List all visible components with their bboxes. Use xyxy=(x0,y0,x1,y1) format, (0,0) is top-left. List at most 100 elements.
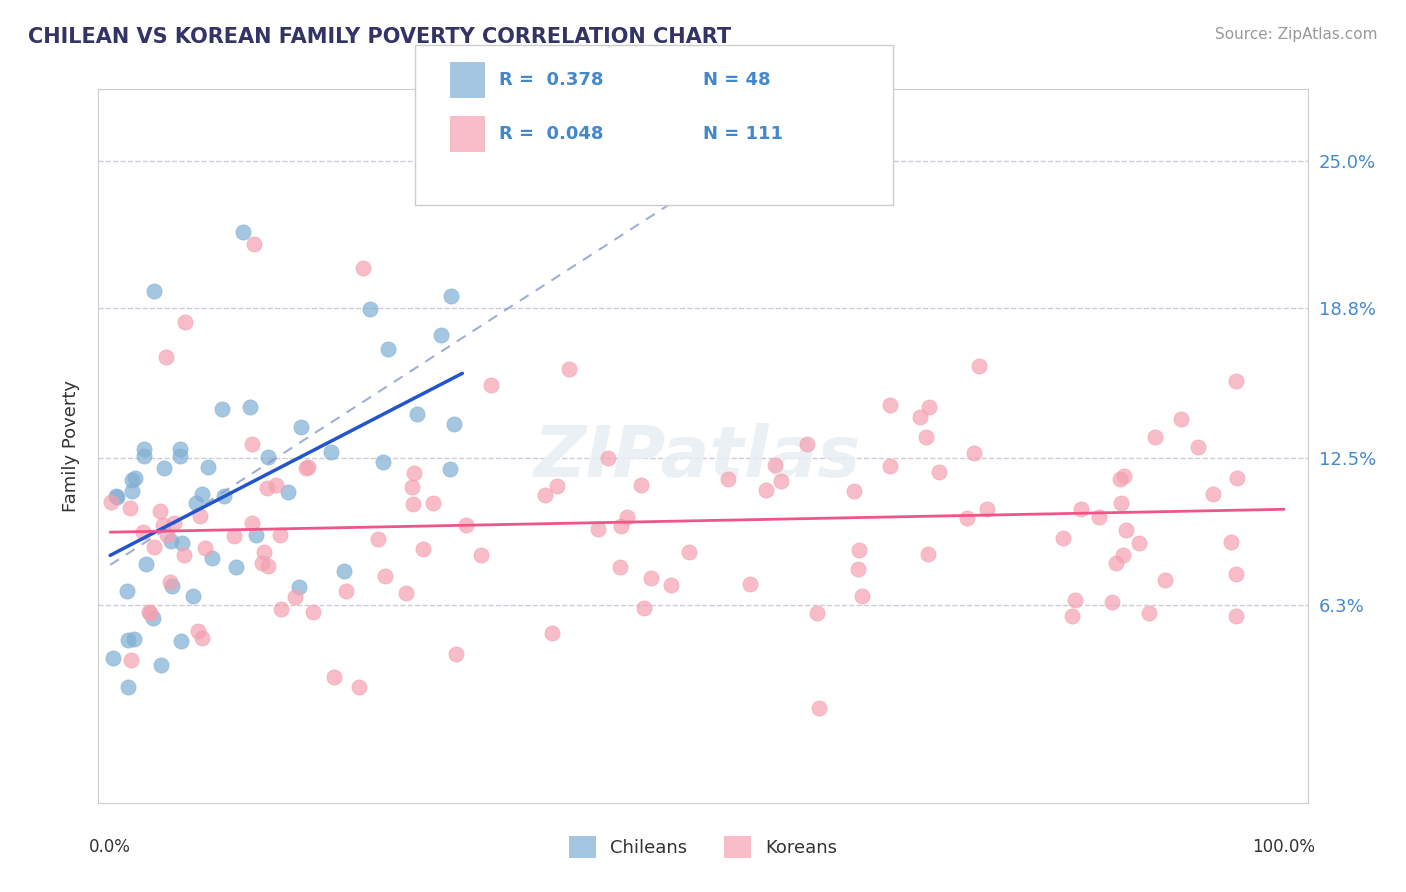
Koreans xyxy=(1052,531,1074,545)
Koreans xyxy=(412,541,434,556)
Chileans xyxy=(319,444,342,458)
Koreans xyxy=(558,362,581,376)
Koreans xyxy=(152,518,174,533)
Koreans xyxy=(222,529,245,543)
Koreans xyxy=(609,560,631,574)
Chileans xyxy=(225,560,247,574)
Koreans xyxy=(917,547,939,561)
Koreans xyxy=(1137,607,1160,621)
Chileans xyxy=(115,583,138,598)
Koreans xyxy=(422,496,444,510)
Koreans xyxy=(633,601,655,615)
Koreans xyxy=(806,607,828,621)
Koreans xyxy=(1062,609,1084,624)
Koreans xyxy=(294,460,316,475)
Koreans xyxy=(1220,535,1243,549)
Chileans xyxy=(406,408,429,422)
Chileans xyxy=(184,496,207,510)
Chileans xyxy=(117,632,139,647)
Koreans xyxy=(1202,487,1225,501)
Chileans xyxy=(101,650,124,665)
Koreans xyxy=(918,400,941,414)
Chileans xyxy=(181,589,204,603)
Chileans xyxy=(430,328,453,343)
Koreans xyxy=(1064,592,1087,607)
Koreans xyxy=(796,436,818,450)
Koreans xyxy=(846,562,869,576)
Koreans xyxy=(1226,471,1249,485)
Koreans xyxy=(1108,472,1130,486)
Koreans xyxy=(100,495,122,509)
Koreans xyxy=(879,459,901,474)
Koreans xyxy=(323,670,346,684)
Koreans xyxy=(252,545,274,559)
Koreans xyxy=(243,236,266,251)
Chileans xyxy=(197,460,219,475)
Koreans xyxy=(190,632,212,646)
Koreans xyxy=(1101,595,1123,609)
Koreans xyxy=(915,430,938,444)
Koreans xyxy=(928,465,950,479)
Chileans xyxy=(377,342,399,356)
Koreans xyxy=(640,571,662,585)
Koreans xyxy=(1070,501,1092,516)
Koreans xyxy=(257,558,280,573)
Koreans xyxy=(163,516,186,530)
Koreans xyxy=(155,350,177,364)
Koreans xyxy=(404,466,426,480)
Chileans xyxy=(104,489,127,503)
Koreans xyxy=(264,478,287,492)
Koreans xyxy=(187,624,209,638)
Chileans xyxy=(159,533,181,548)
Koreans xyxy=(879,398,901,412)
Koreans xyxy=(588,522,610,536)
Koreans xyxy=(173,548,195,562)
Koreans xyxy=(250,556,273,570)
Koreans xyxy=(240,436,263,450)
Chileans xyxy=(121,473,143,487)
Koreans xyxy=(1112,548,1135,562)
Koreans xyxy=(138,605,160,619)
Koreans xyxy=(630,478,652,492)
Koreans xyxy=(395,586,418,600)
Chileans xyxy=(239,400,262,414)
Koreans xyxy=(763,458,786,473)
Koreans xyxy=(1225,566,1247,581)
Koreans xyxy=(374,568,396,582)
Koreans xyxy=(132,524,155,539)
Koreans xyxy=(659,578,682,592)
Koreans xyxy=(616,509,638,524)
Text: N = 111: N = 111 xyxy=(703,125,783,143)
Chileans xyxy=(160,579,183,593)
Koreans xyxy=(1105,556,1128,570)
Chileans xyxy=(124,471,146,485)
Chileans xyxy=(212,489,235,503)
Chileans xyxy=(152,461,174,475)
Chileans xyxy=(105,490,128,504)
Chileans xyxy=(277,485,299,500)
Koreans xyxy=(156,528,179,542)
Koreans xyxy=(347,681,370,695)
Text: 0.0%: 0.0% xyxy=(89,838,131,856)
Chileans xyxy=(211,402,233,417)
Koreans xyxy=(269,528,291,542)
Chileans xyxy=(149,657,172,672)
Koreans xyxy=(678,545,700,559)
Koreans xyxy=(367,532,389,546)
Koreans xyxy=(1115,523,1137,537)
Koreans xyxy=(1114,469,1136,483)
Chileans xyxy=(135,557,157,571)
Text: Source: ZipAtlas.com: Source: ZipAtlas.com xyxy=(1215,27,1378,42)
Koreans xyxy=(1154,574,1177,588)
Koreans xyxy=(188,508,211,523)
Koreans xyxy=(270,602,292,616)
Y-axis label: Family Poverty: Family Poverty xyxy=(62,380,80,512)
Koreans xyxy=(908,410,931,425)
Chileans xyxy=(169,449,191,463)
Chileans xyxy=(134,442,156,457)
Koreans xyxy=(401,480,423,494)
Koreans xyxy=(302,605,325,619)
Koreans xyxy=(352,260,374,275)
Chileans xyxy=(439,462,461,476)
Chileans xyxy=(122,632,145,647)
